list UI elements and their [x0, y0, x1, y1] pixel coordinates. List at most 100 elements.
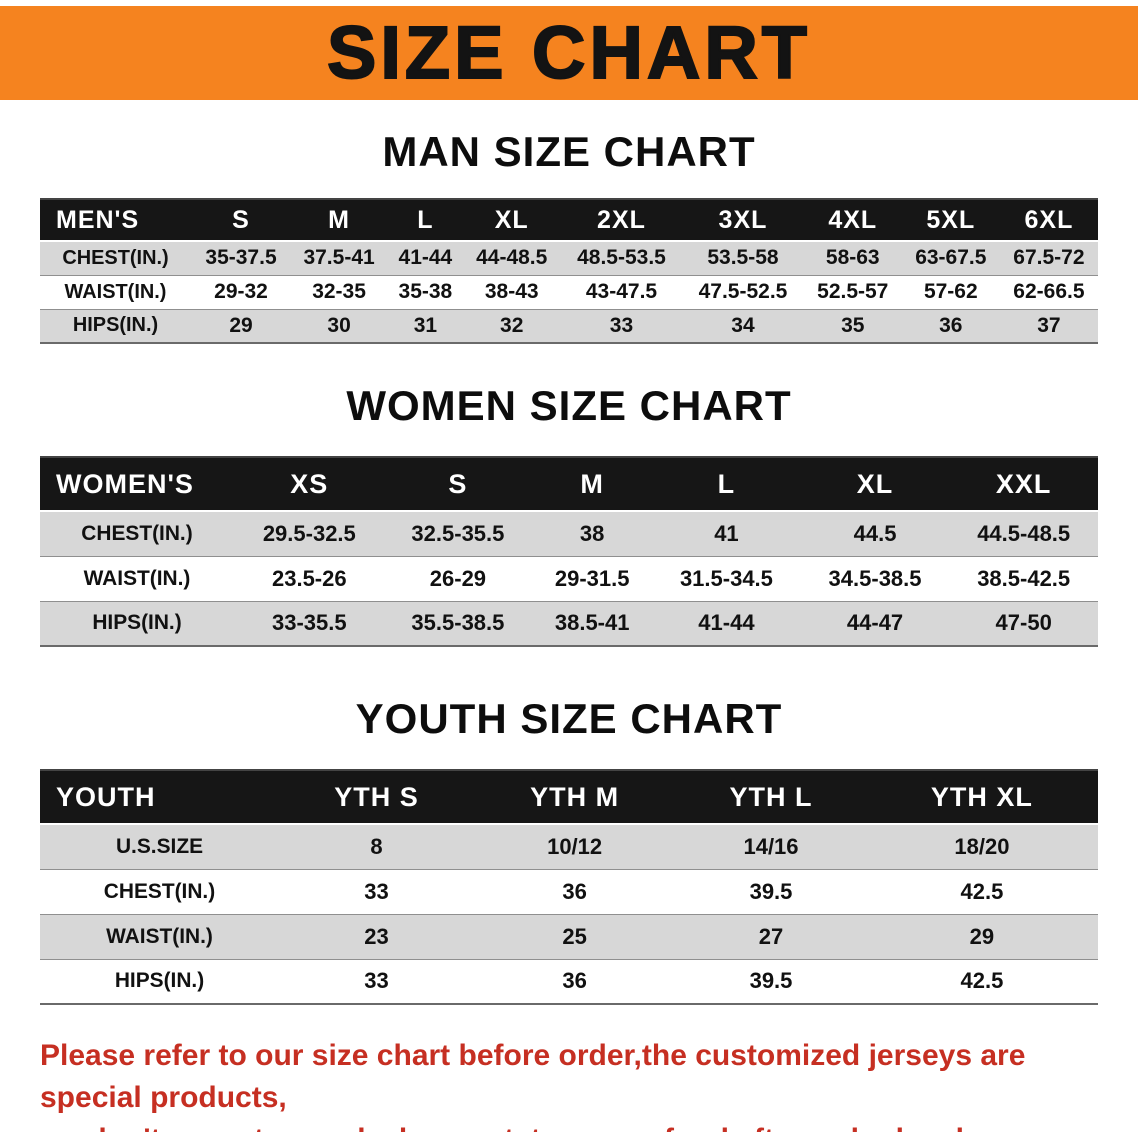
size-value-cell: 67.5-72 — [1013, 246, 1085, 270]
size-value-cell: 48.5-53.5 — [577, 246, 666, 270]
table-row: WAIST(IN.) 29-32 32-35 35-38 38-43 43-47.5 47.… — [40, 275, 1098, 309]
table-row: HIPS(IN.) 29 30 31 32 33 34 35 36 37 — [40, 309, 1098, 343]
table-corner-label: MEN'S — [40, 199, 192, 242]
size-value-cell: 62-66.5 — [1013, 280, 1085, 303]
row-label: CHEST(IN.) — [81, 521, 193, 545]
size-value-cell: 35-38 — [398, 280, 453, 303]
size-column-header: XL — [462, 199, 561, 242]
table-header-row: MEN'S S M L XL 2XL 3XL 4XL 5XL 6XL — [40, 199, 1098, 242]
size-value-cell: 29.5-32.5 — [262, 520, 356, 546]
row-label: CHEST(IN.) — [62, 246, 169, 269]
size-value-cell: 33 — [609, 313, 634, 337]
size-column-header: 5XL — [901, 199, 1000, 242]
size-value-cell: 35 — [841, 313, 865, 337]
size-value-cell: 44.5 — [853, 520, 897, 546]
size-value-cell: 44.5-48.5 — [977, 520, 1071, 546]
size-value-cell: 38 — [579, 520, 605, 546]
size-value-cell: 29 — [229, 313, 253, 337]
size-value-cell: 58-63 — [825, 246, 880, 270]
order-policy-line-1: Please refer to our size chart before or… — [40, 1039, 1026, 1114]
size-column-header: 6XL — [999, 199, 1098, 242]
table-row: WAIST(IN.) 23 25 27 29 — [40, 914, 1098, 959]
size-value-cell: 23.5-26 — [271, 565, 347, 591]
size-value-cell: 30 — [327, 313, 351, 337]
order-policy-note: Please refer to our size chart before or… — [40, 1035, 1098, 1132]
size-chart-banner: SIZE CHART — [0, 6, 1138, 100]
size-column-header: XL — [800, 457, 950, 512]
size-value-cell: 32.5-35.5 — [411, 520, 505, 546]
size-value-cell: 41 — [714, 520, 739, 546]
men-size-table: MEN'S S M L XL 2XL 3XL 4XL 5XL 6XL CHEST(IN.) 35-37… — [40, 198, 1098, 344]
size-value-cell: 29-31.5 — [554, 565, 630, 591]
size-value-cell: 44-47 — [846, 610, 904, 636]
size-value-cell: 36 — [562, 968, 587, 994]
size-value-cell: 35.5-38.5 — [411, 610, 505, 636]
size-value-cell: 26-29 — [429, 565, 487, 591]
size-value-cell: 47.5-52.5 — [698, 280, 788, 303]
size-column-header: L — [388, 199, 463, 242]
size-value-cell: 39.5 — [749, 878, 793, 904]
women-size-table: WOMEN'S XS S M L XL XXL CHEST(IN.) 29.5-32.5 32.5… — [40, 456, 1098, 647]
table-corner-label: YOUTH — [40, 770, 280, 825]
size-value-cell: 31.5-34.5 — [679, 565, 773, 591]
size-value-cell: 43-47.5 — [585, 280, 658, 303]
size-value-cell: 27 — [758, 923, 784, 949]
size-value-cell: 29-32 — [214, 280, 268, 303]
size-column-header: XS — [235, 457, 384, 512]
size-column-header: YTH XL — [865, 770, 1098, 825]
size-column-header: M — [290, 199, 389, 242]
order-policy-line-2: we don't accept cancel, change, teturn o… — [40, 1119, 1098, 1132]
size-value-cell: 44-48.5 — [476, 246, 548, 270]
row-label: HIPS(IN.) — [72, 314, 159, 337]
size-column-header: L — [652, 457, 801, 512]
table-row: CHEST(IN.) 29.5-32.5 32.5-35.5 38 41 44.5 44.5… — [40, 511, 1098, 556]
table-corner-label: WOMEN'S — [40, 457, 235, 512]
size-value-cell: 47-50 — [995, 610, 1052, 636]
youth-size-table: YOUTH YTH S YTH M YTH L YTH XL U.S.SIZE 8 10/12… — [40, 769, 1098, 1005]
size-value-cell: 34.5-38.5 — [828, 565, 922, 591]
size-value-cell: 53.5-58 — [707, 246, 779, 270]
size-value-cell: 36 — [562, 878, 587, 904]
table-row: CHEST(IN.) 35-37.5 37.5-41 41-44 44-48.5 48.5… — [40, 241, 1098, 275]
size-column-header: XXL — [949, 457, 1098, 512]
size-value-cell: 38.5-42.5 — [977, 565, 1071, 591]
size-value-cell: 33 — [364, 878, 389, 904]
size-value-cell: 42.5 — [960, 968, 1004, 994]
size-value-cell: 10/12 — [547, 833, 603, 859]
row-label: HIPS(IN.) — [114, 969, 205, 993]
size-column-header: 2XL — [560, 199, 683, 242]
size-value-cell: 23 — [364, 923, 389, 949]
size-value-cell: 18/20 — [954, 833, 1010, 859]
row-label: HIPS(IN.) — [92, 611, 182, 635]
table-row: CHEST(IN.) 33 36 39.5 42.5 — [40, 869, 1098, 914]
size-column-header: 4XL — [803, 199, 902, 242]
size-value-cell: 37.5-41 — [303, 246, 375, 270]
size-value-cell: 37 — [1037, 313, 1061, 337]
size-column-header: YTH M — [473, 770, 677, 825]
table-row: HIPS(IN.) 33-35.5 35.5-38.5 38.5-41 41-44 44-… — [40, 601, 1098, 646]
size-value-cell: 32-35 — [312, 280, 366, 303]
size-column-header: M — [532, 457, 653, 512]
size-value-cell: 34 — [731, 313, 755, 337]
size-value-cell: 52.5-57 — [817, 280, 889, 303]
row-label: CHEST(IN.) — [103, 879, 216, 903]
size-value-cell: 41-44 — [698, 610, 755, 636]
size-value-cell: 41-44 — [398, 246, 453, 270]
size-column-header: YTH S — [280, 770, 474, 825]
row-label: WAIST(IN.) — [83, 566, 191, 590]
table-header-row: WOMEN'S XS S M L XL XXL — [40, 457, 1098, 512]
size-value-cell: 42.5 — [960, 878, 1004, 904]
size-column-header: YTH L — [676, 770, 866, 825]
youth-size-chart-heading: YOUTH SIZE CHART — [355, 695, 783, 742]
row-label: U.S.SIZE — [115, 834, 204, 858]
table-row: HIPS(IN.) 33 36 39.5 42.5 — [40, 959, 1098, 1004]
size-value-cell: 57-62 — [923, 280, 978, 303]
table-row: U.S.SIZE 8 10/12 14/16 18/20 — [40, 824, 1098, 869]
banner-title: SIZE CHART — [326, 11, 811, 94]
size-value-cell: 35-37.5 — [205, 246, 277, 270]
row-label: WAIST(IN.) — [64, 280, 167, 303]
size-value-cell: 31 — [413, 313, 438, 337]
size-value-cell: 63-67.5 — [915, 246, 987, 270]
row-label: WAIST(IN.) — [106, 924, 213, 948]
size-value-cell: 8 — [370, 833, 383, 859]
